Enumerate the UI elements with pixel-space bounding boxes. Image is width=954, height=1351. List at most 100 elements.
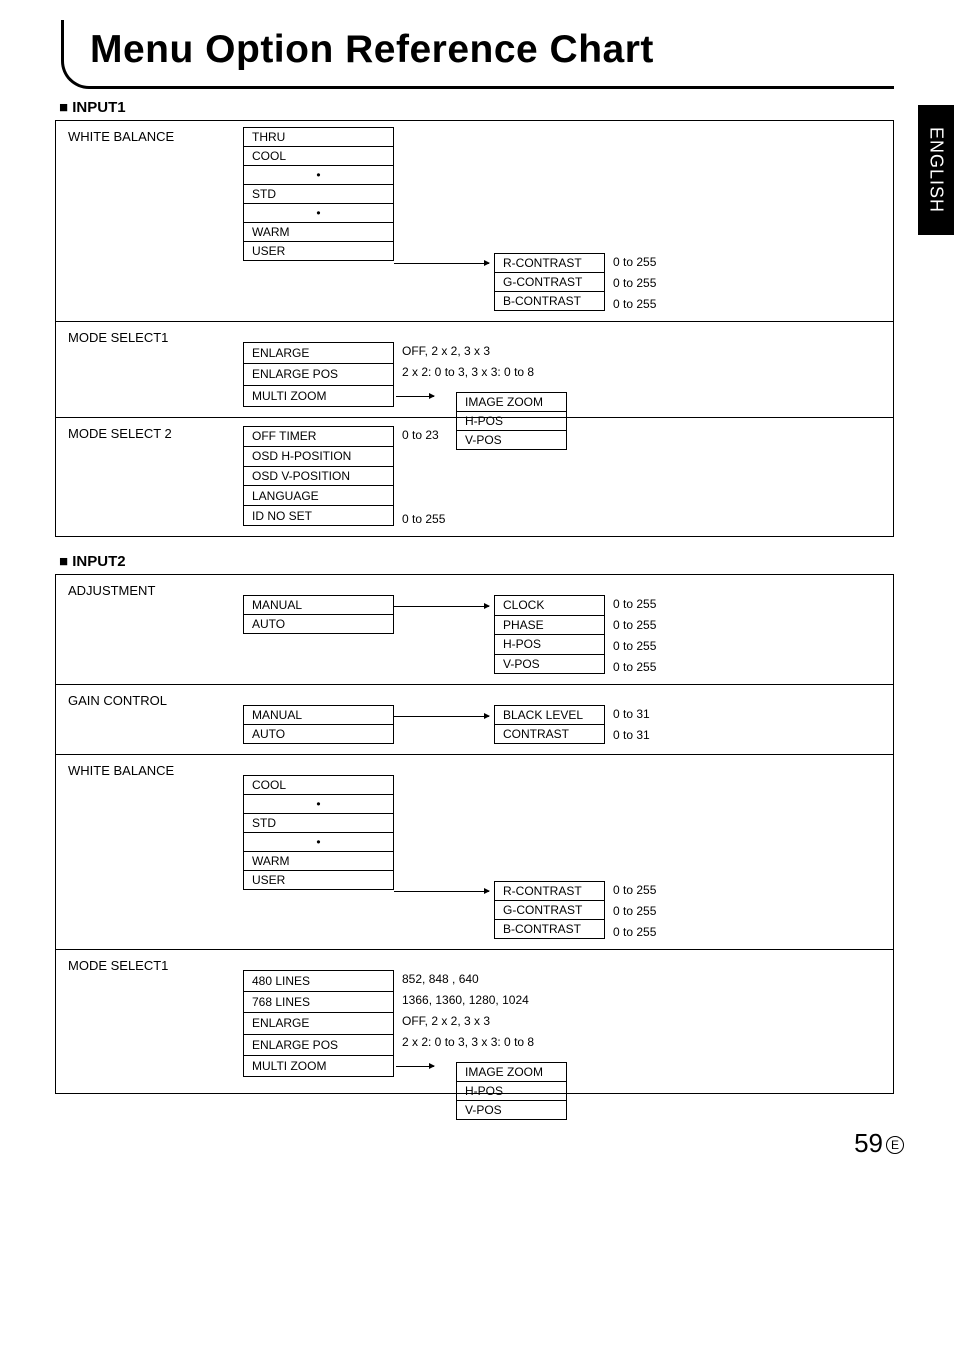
adj-sub-range: 0 to 255 (613, 597, 656, 618)
ms1b-opt: MULTI ZOOM (244, 1055, 394, 1076)
wb2-user-range: 0 to 255 (613, 925, 656, 939)
mode-select1b-label: MODE SELECT1 (68, 956, 243, 1077)
input1-box: WHITE BALANCE THRU COOL • STD • WARM USE… (55, 120, 894, 537)
page-title: Menu Option Reference Chart (90, 28, 654, 71)
wb-user-range: 0 to 255 (613, 297, 656, 311)
wb-user-sub-item: G-CONTRAST (495, 273, 605, 292)
ms2-opt: ID NO SET (244, 506, 394, 526)
input1-heading: INPUT1 (59, 99, 894, 116)
wb-opt: • (244, 204, 394, 223)
white-balance-row: WHITE BALANCE THRU COOL • STD • WARM USE… (56, 121, 893, 321)
wb2-options: COOL • STD • WARM USER (243, 775, 394, 890)
wb2-user-range: 0 to 255 (613, 883, 656, 904)
wb-opt: USER (244, 242, 394, 261)
wb2-opt: WARM (244, 852, 394, 871)
ms1-opt: ENLARGE (244, 343, 394, 364)
gc-opt: AUTO (244, 725, 394, 744)
ms1b-options: 480 LINES 768 LINES ENLARGE ENLARGE POS … (243, 970, 394, 1077)
ms1b-val: OFF, 2 x 2, 3 x 3 (402, 1014, 584, 1035)
ms1b-mz-item: H-POS (457, 1082, 567, 1101)
ms1-mz-item: IMAGE ZOOM (457, 393, 567, 412)
ms1-val: 2 x 2: 0 to 3, 3 x 3: 0 to 8 (402, 365, 584, 386)
wb2-user-range: 0 to 255 (613, 904, 656, 925)
ms1b-val: 1366, 1360, 1280, 1024 (402, 993, 584, 1014)
ms2-val: 0 to 23 (402, 428, 445, 449)
adj-opt: AUTO (244, 615, 394, 634)
ms2-opt: LANGUAGE (244, 486, 394, 506)
ms1-mz-item: H-POS (457, 412, 567, 431)
page-number-wrap: 59E (0, 1114, 954, 1159)
wb2-user-item: G-CONTRAST (495, 901, 605, 920)
wb2-opt: STD (244, 814, 394, 833)
page-number-badge: E (886, 1136, 904, 1154)
wb-user-range: 0 to 255 (613, 255, 656, 276)
ms2-opt: OSD V-POSITION (244, 466, 394, 486)
wb-opt: • (244, 166, 394, 185)
gc-manual-sub: BLACK LEVEL CONTRAST (494, 705, 605, 744)
wb2-opt: • (244, 795, 394, 814)
wb-opt: COOL (244, 147, 394, 166)
wb-opt: WARM (244, 223, 394, 242)
ms1-opt: MULTI ZOOM (244, 385, 394, 406)
ms1b-opt: ENLARGE POS (244, 1034, 394, 1055)
ms1-multizoom-sub: IMAGE ZOOM H-POS V-POS (456, 392, 567, 450)
gain-control-row: GAIN CONTROL MANUAL AUTO BLACK LEVEL CON… (56, 684, 893, 754)
ms1-options: ENLARGE ENLARGE POS MULTI ZOOM (243, 342, 394, 407)
gc-options: MANUAL AUTO (243, 705, 394, 744)
page-number: 59 (854, 1128, 883, 1158)
white-balance2-row: WHITE BALANCE COOL • STD • WARM USER R-C… (56, 754, 893, 949)
ms1-val: OFF, 2 x 2, 3 x 3 (402, 344, 584, 365)
ms1-opt: ENLARGE POS (244, 364, 394, 385)
gain-control-label: GAIN CONTROL (68, 691, 243, 744)
wb-user-sub-item: B-CONTRAST (495, 292, 605, 311)
ms2-opt: OFF TIMER (244, 427, 394, 447)
ms1b-val: 852, 848 , 640 (402, 972, 584, 993)
adj-sub-item: H-POS (495, 635, 605, 655)
title-frame: Menu Option Reference Chart (61, 20, 894, 89)
adj-sub-item: CLOCK (495, 596, 605, 616)
wb-opt: STD (244, 185, 394, 204)
white-balance-label: WHITE BALANCE (68, 127, 243, 311)
wb2-opt: COOL (244, 776, 394, 795)
adj-sub-range: 0 to 255 (613, 639, 656, 660)
wb-user-range: 0 to 255 (613, 276, 656, 297)
input2-heading: INPUT2 (59, 553, 894, 570)
wb-user-sub-item: R-CONTRAST (495, 254, 605, 273)
ms1b-mz-item: IMAGE ZOOM (457, 1063, 567, 1082)
language-tab: ENGLISH (918, 105, 954, 235)
gc-sub-item: BLACK LEVEL (495, 706, 605, 725)
white-balance-options: THRU COOL • STD • WARM USER (243, 127, 394, 261)
wb2-opt: • (244, 833, 394, 852)
ms1b-opt: 768 LINES (244, 992, 394, 1013)
ms2-options: OFF TIMER OSD H-POSITION OSD V-POSITION … (243, 426, 394, 526)
wb-opt: THRU (244, 128, 394, 147)
mode-select1-label: MODE SELECT1 (68, 328, 243, 407)
gc-sub-range: 0 to 31 (613, 707, 650, 728)
white-balance2-label: WHITE BALANCE (68, 761, 243, 939)
ms1b-opt: 480 LINES (244, 971, 394, 992)
ms1b-val: 2 x 2: 0 to 3, 3 x 3: 0 to 8 (402, 1035, 584, 1056)
gc-sub-item: CONTRAST (495, 725, 605, 744)
wb2-user-sub: R-CONTRAST G-CONTRAST B-CONTRAST (494, 881, 605, 939)
wb2-user-item: R-CONTRAST (495, 882, 605, 901)
ms1-mz-item: V-POS (457, 431, 567, 450)
adjustment-row: ADJUSTMENT MANUAL AUTO CLOCK PHASE H-POS… (56, 575, 893, 684)
mode-select2-label: MODE SELECT 2 (68, 424, 243, 526)
mode-select1-row: MODE SELECT1 ENLARGE ENLARGE POS MULTI Z… (56, 321, 893, 417)
adjustment-label: ADJUSTMENT (68, 581, 243, 674)
ms2-opt: OSD H-POSITION (244, 446, 394, 466)
mode-select1b-row: MODE SELECT1 480 LINES 768 LINES ENLARGE… (56, 949, 893, 1093)
adj-sub-range: 0 to 255 (613, 660, 656, 674)
gc-sub-range: 0 to 31 (613, 728, 650, 742)
wb2-opt: USER (244, 871, 394, 890)
adj-sub-range: 0 to 255 (613, 618, 656, 639)
wb2-user-item: B-CONTRAST (495, 920, 605, 939)
gc-opt: MANUAL (244, 706, 394, 725)
ms1b-opt: ENLARGE (244, 1013, 394, 1034)
adj-options: MANUAL AUTO (243, 595, 394, 634)
ms1b-multizoom-sub: IMAGE ZOOM H-POS V-POS (456, 1062, 567, 1120)
adj-opt: MANUAL (244, 596, 394, 615)
ms2-val: 0 to 255 (402, 512, 445, 526)
adj-sub-item: PHASE (495, 615, 605, 635)
adj-manual-sub: CLOCK PHASE H-POS V-POS (494, 595, 605, 674)
